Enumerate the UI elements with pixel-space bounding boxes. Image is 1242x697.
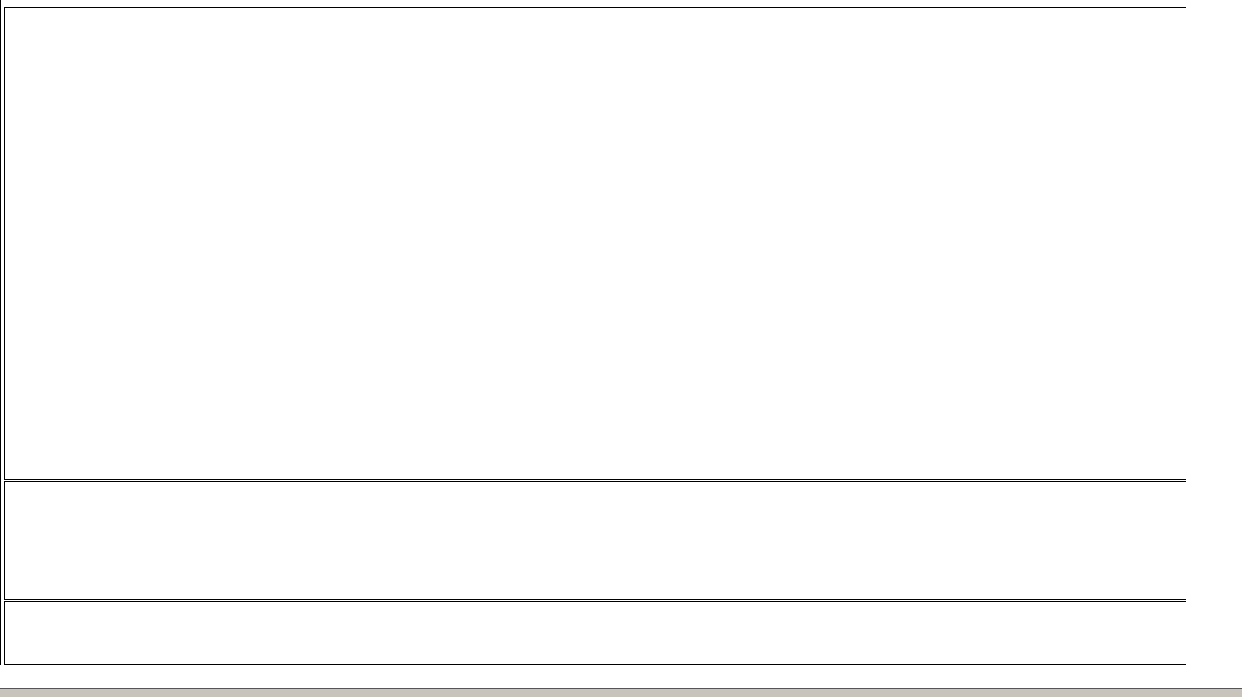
rsi-indicator-panel[interactable] <box>4 601 1188 665</box>
time-axis[interactable] <box>0 665 1242 688</box>
rsi-plot[interactable] <box>5 602 1185 662</box>
window-bottom-edge <box>0 688 1242 697</box>
candlestick-plot[interactable] <box>5 8 1185 477</box>
macd-plot[interactable] <box>5 482 1185 597</box>
macd-indicator-panel[interactable] <box>4 481 1188 600</box>
symbol-info-bar <box>15 11 19 25</box>
price-axis[interactable] <box>1186 0 1242 688</box>
window-left-border-outer <box>0 0 1 688</box>
main-price-chart[interactable] <box>4 7 1188 480</box>
